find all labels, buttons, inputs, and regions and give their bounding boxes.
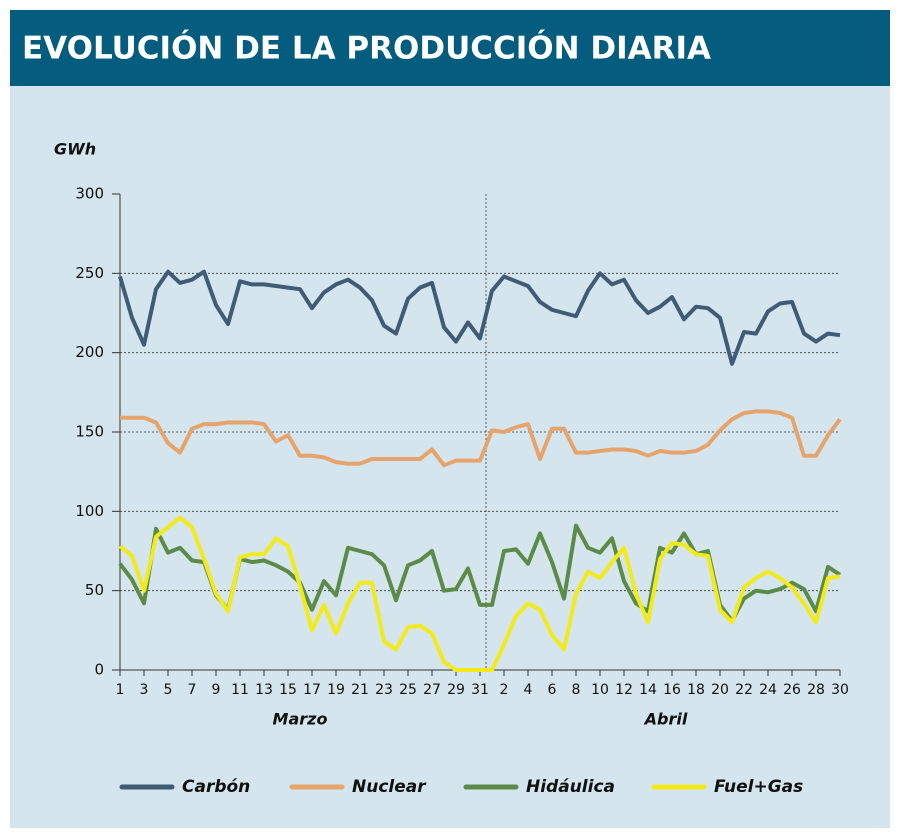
x-tick-label: 24 [759,682,777,698]
x-tick-label: 17 [303,682,321,698]
x-tick-label: 2 [500,682,509,698]
x-tick-label: 23 [375,682,393,698]
x-tick-label: 8 [572,682,581,698]
x-tick-label: 15 [279,682,297,698]
x-tick-label: 19 [327,682,345,698]
x-tick-label: 21 [351,682,369,698]
y-tick-label: 50 [85,581,104,599]
x-tick-label: 12 [615,682,633,698]
legend-label: Fuel+Gas [714,777,803,797]
x-tick-label: 9 [212,682,221,698]
x-tick-label: 26 [783,682,801,698]
legend-label: Carbón [182,777,250,797]
x-tick-label: 27 [423,682,441,698]
y-tick-label: 200 [75,343,104,361]
x-tick-label: 7 [188,682,197,698]
x-tick-label: 1 [116,682,125,698]
x-tick-label: 3 [140,682,149,698]
x-tick-label: 25 [399,682,417,698]
x-tick-label: 6 [548,682,557,698]
background [10,10,890,828]
x-tick-label: 18 [687,682,705,698]
group-label: Abril [643,710,688,729]
x-tick-label: 11 [231,682,249,698]
y-axis-label: GWh [54,140,96,159]
x-tick-label: 13 [255,682,273,698]
x-tick-label: 5 [164,682,173,698]
title-banner [10,10,890,86]
x-tick-label: 22 [735,682,753,698]
legend-label: Nuclear [352,777,427,797]
x-tick-label: 31 [471,682,489,698]
x-tick-label: 29 [447,682,465,698]
chart-title: EVOLUCIÓN DE LA PRODUCCIÓN DIARIA [22,30,711,67]
x-tick-label: 20 [711,682,729,698]
y-tick-label: 100 [75,502,104,520]
x-tick-label: 14 [639,682,657,698]
y-tick-label: 300 [75,185,104,203]
x-tick-label: 16 [663,682,681,698]
x-tick-label: 28 [807,682,825,698]
x-tick-label: 30 [831,682,849,698]
x-tick-label: 10 [591,682,609,698]
y-tick-label: 0 [94,661,104,679]
y-tick-label: 150 [75,423,104,441]
series-line [118,269,841,366]
group-label: Marzo [273,710,328,729]
y-tick-label: 250 [75,264,104,282]
legend-label: Hidáulica [526,777,615,797]
series-line [120,409,842,468]
series-line [118,515,841,672]
x-tick-label: 4 [524,682,533,698]
